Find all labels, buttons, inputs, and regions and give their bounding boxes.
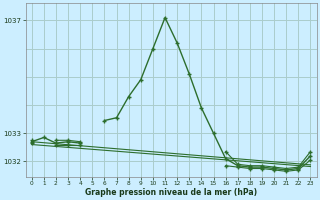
X-axis label: Graphe pression niveau de la mer (hPa): Graphe pression niveau de la mer (hPa) — [85, 188, 257, 197]
